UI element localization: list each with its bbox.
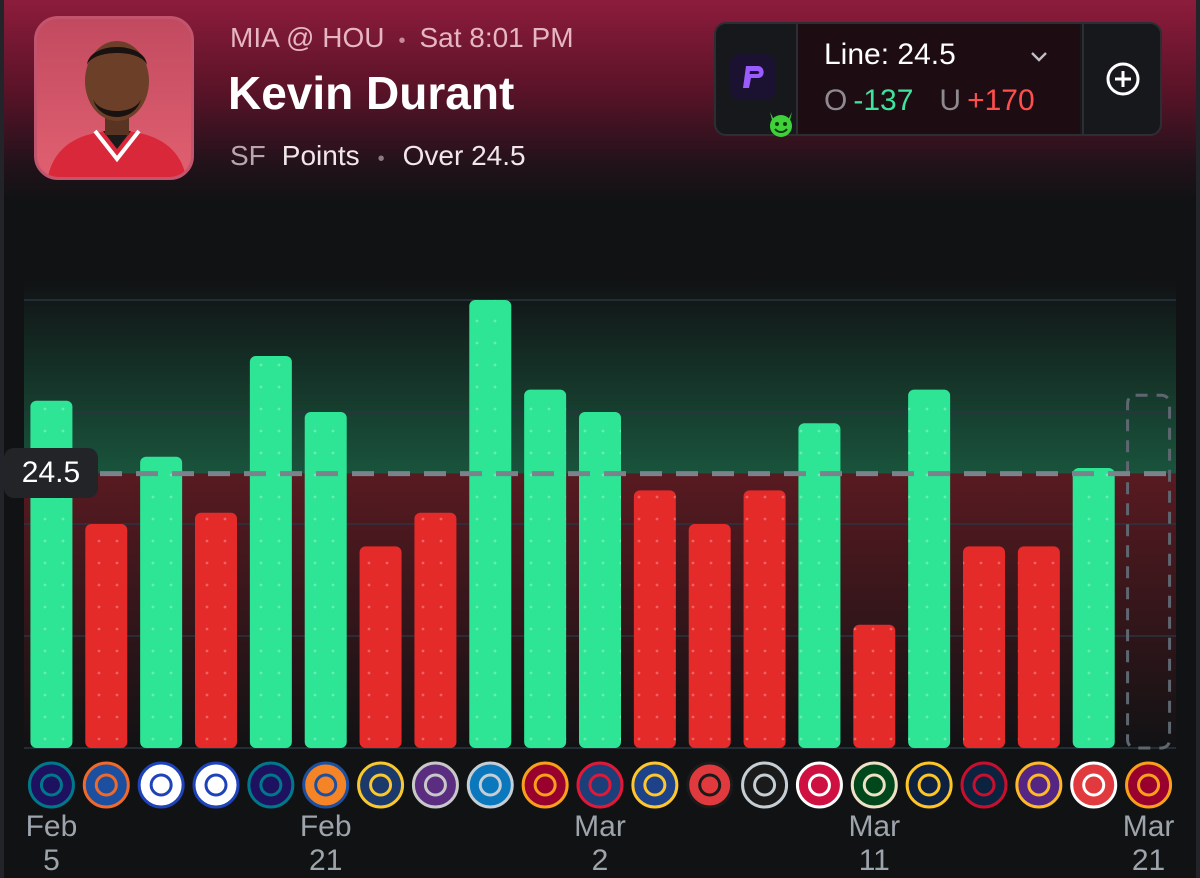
- date-month-label: Feb: [300, 810, 352, 843]
- date-day-label: 21: [309, 844, 342, 877]
- line-selector[interactable]: Line: 24.5 O -137 U +170: [714, 22, 1162, 137]
- bar-texture: [359, 546, 402, 748]
- bar-texture: [688, 524, 731, 748]
- bar-texture: [85, 524, 128, 748]
- bar-texture: [743, 490, 786, 748]
- line-label: Line: 24.5: [824, 38, 956, 71]
- line-value-tag: 24.5: [4, 448, 98, 498]
- bar-texture: [140, 456, 183, 748]
- game-matchup: MIA @ HOU • Sat 8:01 PM: [230, 22, 574, 54]
- date-day-label: 21: [1132, 844, 1165, 877]
- bar-texture: [963, 546, 1005, 748]
- pick-side: Over 24.5: [402, 140, 526, 171]
- date-month-label: Mar: [1123, 810, 1175, 843]
- bucks-logo: [850, 761, 898, 809]
- sportsbook-cell[interactable]: [716, 24, 798, 137]
- date-month-label: Feb: [26, 810, 78, 843]
- over-odds: -137: [853, 84, 914, 117]
- bar-texture: [853, 624, 896, 748]
- separator-dot: •: [398, 30, 406, 52]
- date-day-label: 11: [859, 844, 890, 877]
- hornets-logo: [247, 761, 295, 809]
- player-headshot-icon: [48, 41, 186, 177]
- add-button[interactable]: [1082, 24, 1162, 134]
- player-position: SF: [230, 140, 266, 171]
- player-name: Kevin Durant: [228, 67, 515, 119]
- kings-logo: [411, 761, 459, 809]
- spurs-logo: [741, 761, 789, 809]
- wizards-logo: [576, 761, 624, 809]
- heat-logo: [1125, 761, 1173, 809]
- game-time: Sat 8:01 PM: [419, 22, 574, 53]
- stat-type: Points: [281, 140, 360, 171]
- bar-texture: [249, 356, 292, 748]
- matchup-text: MIA @ HOU: [230, 22, 385, 53]
- bar-texture: [524, 389, 567, 748]
- under-odds: +170: [967, 84, 1035, 117]
- date-month-label: Mar: [574, 810, 626, 843]
- date-month-label: Mar: [848, 810, 900, 843]
- bar-texture: [304, 412, 347, 748]
- separator-dot: •: [377, 148, 385, 170]
- clippers-logo: [192, 761, 240, 809]
- heat-logo: [521, 761, 569, 809]
- over-prefix: O: [824, 84, 848, 117]
- knicks-logo: [302, 761, 350, 809]
- raptors-logo: [795, 761, 843, 809]
- prizepicks-logo: [730, 54, 776, 100]
- plus-circle-icon: [1106, 62, 1140, 96]
- upcoming-game-placeholder[interactable]: [1126, 393, 1172, 750]
- pelicans-logo: [960, 761, 1008, 809]
- bar-texture: [469, 300, 512, 748]
- bar-texture: [579, 412, 621, 748]
- bar-texture: [414, 512, 457, 748]
- player-avatar: [34, 16, 194, 180]
- bar-texture: [1017, 546, 1060, 748]
- bar-texture: [798, 423, 841, 748]
- under-prefix: U: [939, 84, 962, 117]
- lakers-logo: [1015, 761, 1063, 809]
- bar-texture: [633, 490, 676, 748]
- warriors-logo: [631, 761, 679, 809]
- devil-emoji-icon: [764, 108, 798, 138]
- bar-texture: [1072, 468, 1115, 748]
- line-dropdown[interactable]: Line: 24.5 O -137 U +170: [798, 24, 1080, 134]
- chevron-down-icon[interactable]: [1028, 46, 1050, 68]
- trail-blazers-logo: [686, 761, 734, 809]
- odds-row: O -137 U +170: [824, 84, 1035, 118]
- prop-meta: SF Points • Over 24.5: [230, 140, 526, 172]
- magic-logo: [466, 761, 514, 809]
- date-day-label: 2: [592, 844, 609, 877]
- bar-texture: [195, 512, 237, 748]
- bar-texture: [908, 389, 951, 748]
- jazz-logo: [357, 761, 405, 809]
- nuggets-logo: [905, 761, 953, 809]
- hawks-logo: [1070, 761, 1118, 809]
- clippers-logo: [137, 761, 185, 809]
- thunder-logo: [82, 761, 130, 809]
- date-day-label: 5: [43, 844, 60, 877]
- hornets-logo: [27, 761, 75, 809]
